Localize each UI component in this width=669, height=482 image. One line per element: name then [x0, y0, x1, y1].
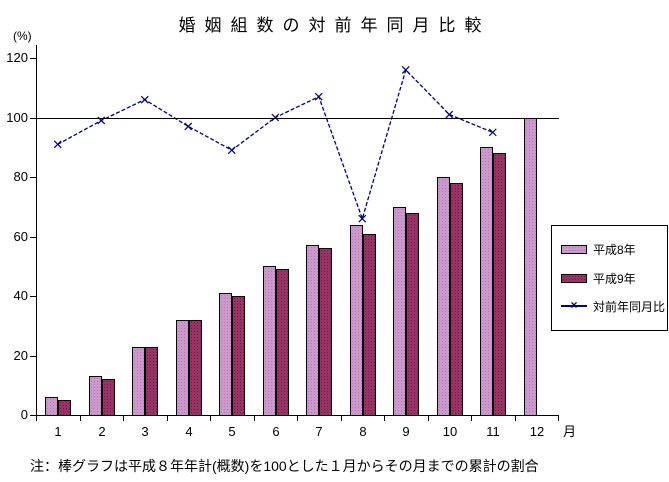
y-tick [30, 296, 36, 297]
bar-heisei8-month-9 [393, 207, 406, 416]
bar-heisei8-month-11 [480, 147, 493, 416]
legend-swatch-line-x-marker-icon: × [561, 298, 587, 313]
legend-line-stroke [561, 305, 587, 308]
bar-heisei9-month-8 [363, 234, 376, 416]
y-tick [30, 415, 36, 416]
y-tick-label: 80 [13, 169, 28, 184]
y-tick-label: 120 [6, 50, 28, 65]
bar-heisei9-month-2 [102, 379, 115, 416]
x-tick-label: 1 [54, 424, 62, 439]
legend: 平成8年 平成9年 × 対前年同月比 [551, 225, 668, 331]
reference-line-100 [36, 118, 559, 119]
x-tick [558, 415, 559, 421]
y-axis [36, 45, 37, 421]
bar-heisei9-month-4 [189, 320, 202, 416]
y-tick-label: 60 [13, 229, 28, 244]
bar-heisei9-month-7 [319, 248, 332, 416]
bar-heisei9-month-11 [493, 153, 506, 416]
bar-heisei8-month-1 [45, 397, 58, 416]
legend-item-yoy-ratio: × 対前年同月比 [561, 298, 665, 315]
y-tick-label: 100 [6, 110, 28, 125]
bar-heisei8-month-7 [306, 245, 319, 416]
y-tick-label: 20 [13, 348, 28, 363]
x-tick [254, 415, 255, 421]
y-tick-label: 40 [13, 288, 28, 303]
legend-item-heisei9: 平成9年 [561, 270, 665, 287]
x-tick [210, 415, 211, 421]
bar-heisei9-month-9 [406, 213, 419, 416]
x-tick-label: 9 [402, 424, 410, 439]
x-tick-label: 11 [486, 424, 500, 439]
x-tick-label: 6 [272, 424, 280, 439]
x-tick [80, 415, 81, 421]
footnote: 注：棒グラフは平成８年年計(概数)を100とした１月からその月までの累計の割合 [30, 458, 539, 474]
legend-x-marker-icon: × [570, 298, 578, 313]
x-tick-label: 2 [98, 424, 106, 439]
y-tick [30, 118, 36, 119]
legend-item-heisei8: 平成8年 [561, 241, 665, 258]
bar-heisei8-month-4 [176, 320, 189, 416]
yoy-ratio-x-markers [53, 65, 497, 223]
x-tick [428, 415, 429, 421]
x-tick [384, 415, 385, 421]
legend-label-heisei8: 平成8年 [593, 243, 636, 258]
bar-heisei9-month-3 [145, 347, 158, 416]
y-tick [30, 177, 36, 178]
x-tick [471, 415, 472, 421]
x-tick-label: 3 [141, 424, 149, 439]
bar-heisei8-month-3 [132, 347, 145, 416]
y-tick [30, 58, 36, 59]
x-tick [341, 415, 342, 421]
yoy-ratio-line [57, 68, 494, 221]
y-axis-unit-label: (%) [13, 29, 32, 43]
bar-heisei8-month-12 [524, 118, 537, 416]
bar-heisei8-month-10 [437, 177, 450, 416]
y-tick [30, 356, 36, 357]
bar-heisei8-month-6 [263, 266, 276, 416]
legend-swatch-heisei9 [561, 273, 587, 283]
x-tick-label: 5 [228, 424, 236, 439]
bar-heisei9-month-1 [58, 400, 71, 416]
y-tick [30, 237, 36, 238]
x-tick [123, 415, 124, 421]
bar-heisei9-month-6 [276, 269, 289, 416]
bar-heisei8-month-2 [89, 376, 102, 416]
x-tick [36, 415, 37, 421]
bar-heisei8-month-5 [219, 293, 232, 416]
legend-label-yoy-ratio: 対前年同月比 [593, 299, 666, 314]
x-tick-label: 8 [359, 424, 367, 439]
chart-title: 婚姻組数の対前年同月比較 [178, 16, 491, 35]
x-tick-label: 4 [185, 424, 193, 439]
y-tick-label: 0 [20, 407, 28, 422]
x-tick-label: 12 [529, 424, 545, 439]
x-tick-label: 7 [315, 424, 323, 439]
x-tick-label: 10 [442, 424, 458, 439]
x-tick [515, 415, 516, 421]
legend-label-heisei9: 平成9年 [593, 271, 636, 286]
bar-heisei9-month-5 [232, 296, 245, 416]
x-tick [167, 415, 168, 421]
legend-swatch-heisei8 [561, 245, 587, 255]
bar-heisei8-month-8 [350, 225, 363, 416]
bar-heisei9-month-10 [450, 183, 463, 416]
x-axis-unit-label: 月 [563, 424, 577, 439]
x-tick [297, 415, 298, 421]
